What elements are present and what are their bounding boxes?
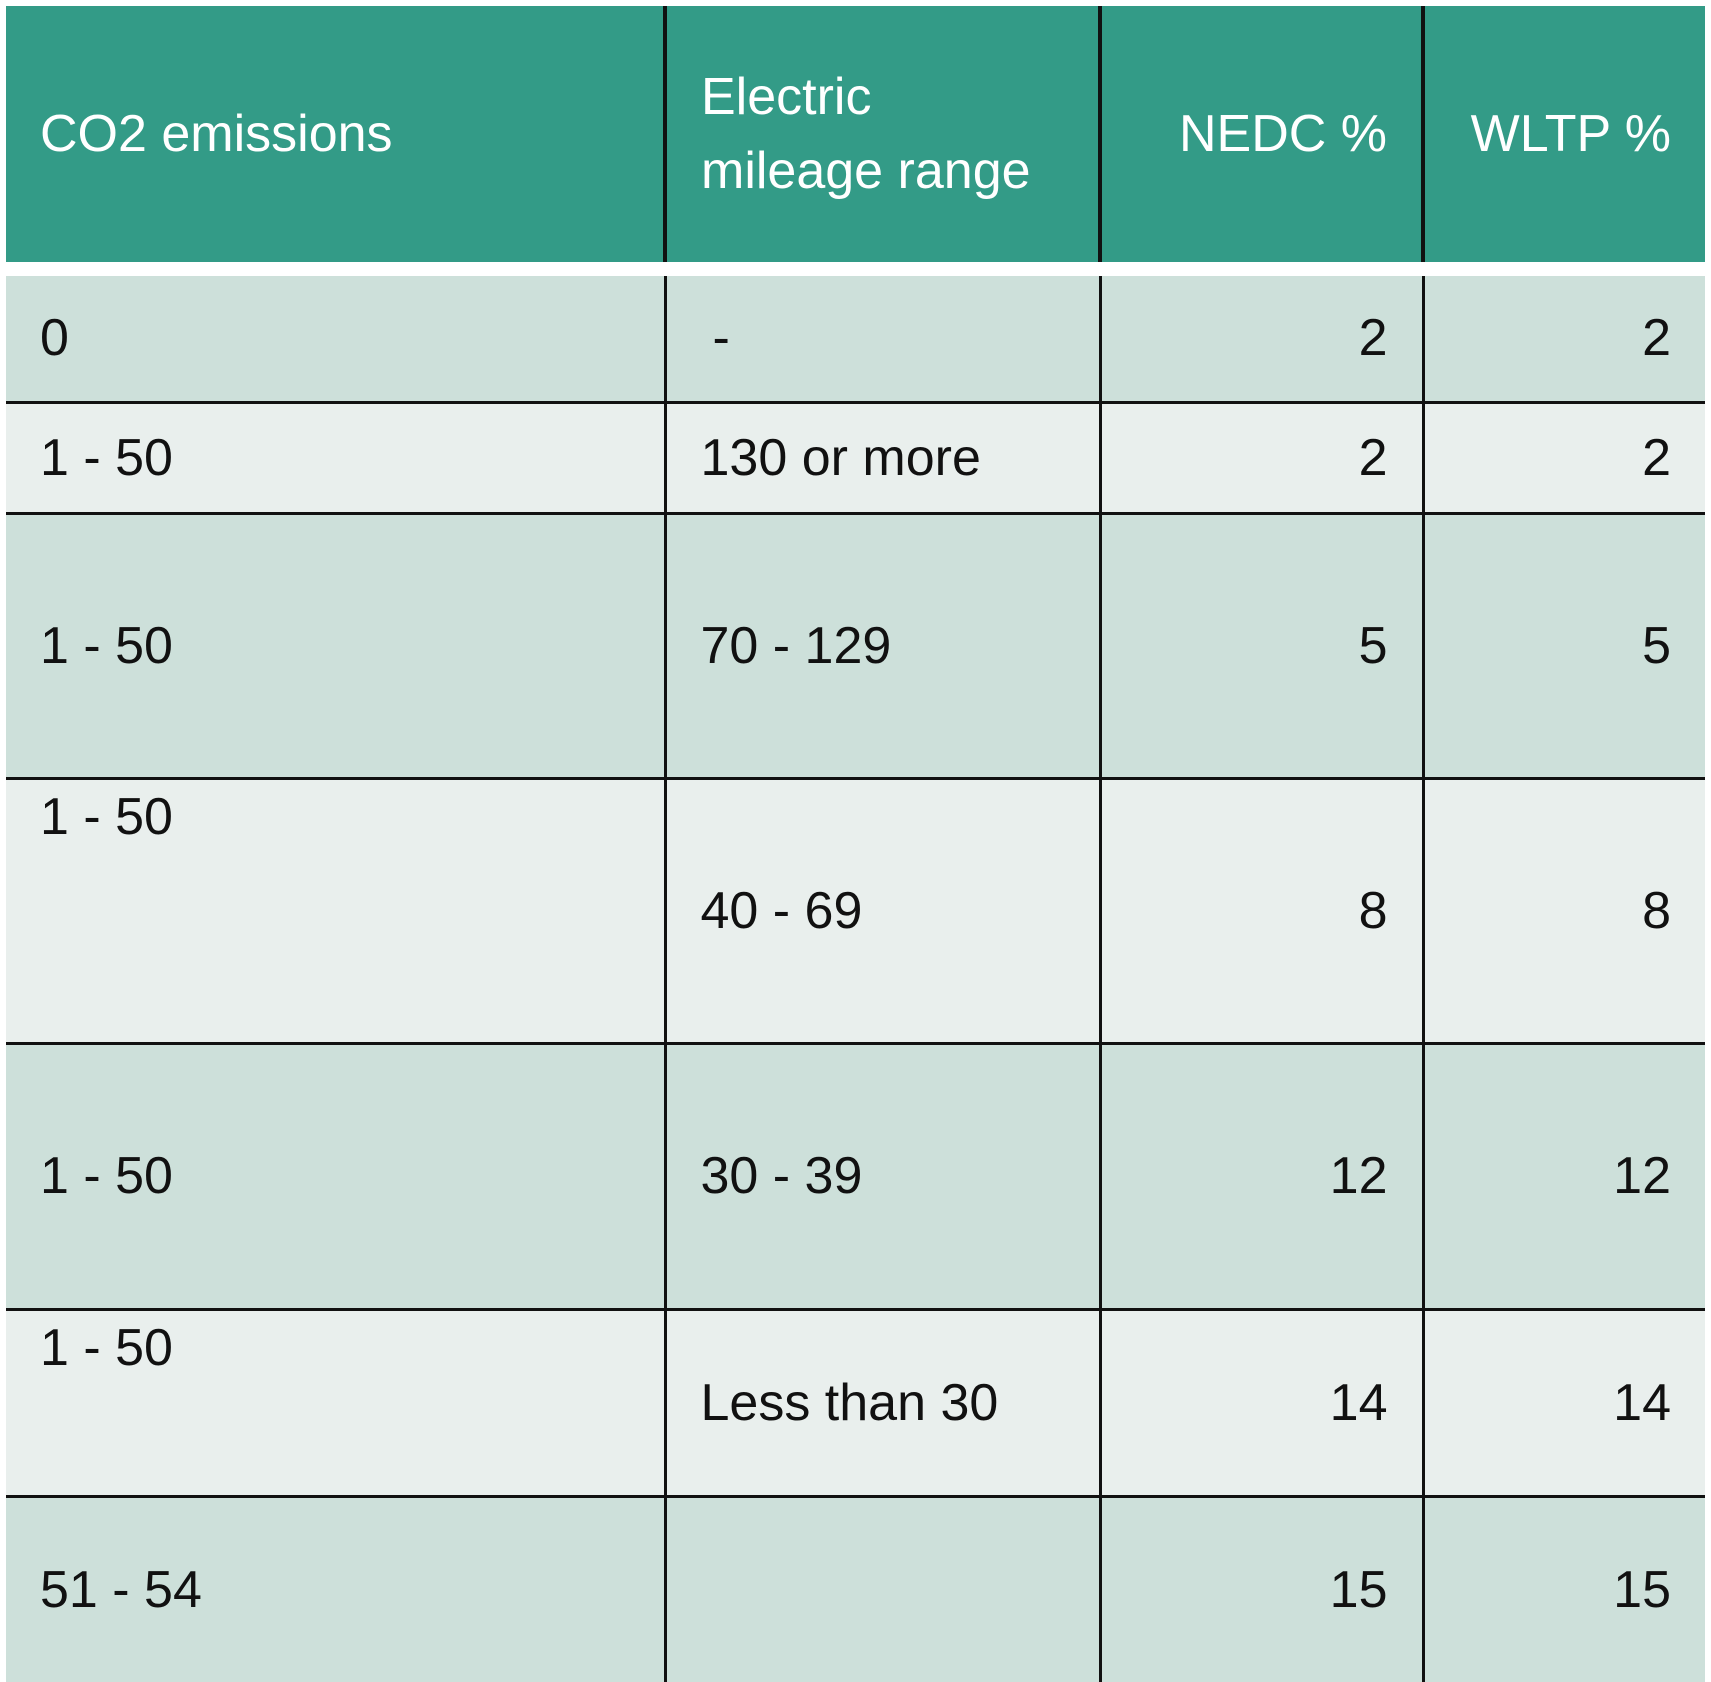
cell-range: - xyxy=(663,276,1100,402)
cell-range: 40 - 69 xyxy=(663,776,1100,1043)
cell-wltp: 2 xyxy=(1421,276,1705,402)
header-separator xyxy=(6,262,1705,276)
header-wltp-percent: WLTP % xyxy=(1421,6,1705,262)
cell-nedc: 14 xyxy=(1098,1307,1423,1496)
cell-nedc: 12 xyxy=(1098,1041,1423,1309)
cell-co2: 1 - 50 xyxy=(6,776,665,1043)
header-electric-mileage-range: Electric mileage range xyxy=(663,6,1100,262)
header-nedc-percent: NEDC % xyxy=(1098,6,1423,262)
cell-wltp: 2 xyxy=(1421,400,1705,513)
cell-co2: 0 xyxy=(6,276,665,402)
cell-co2: 1 - 50 xyxy=(6,400,665,513)
cell-wltp: 8 xyxy=(1421,776,1705,1043)
table-row: 51 - 54 15 15 xyxy=(6,1494,1705,1682)
cell-wltp: 5 xyxy=(1421,511,1705,778)
cell-wltp: 14 xyxy=(1421,1307,1705,1496)
table-row: 0 - 2 2 xyxy=(6,276,1705,402)
table-row: 1 - 50 Less than 30 14 14 xyxy=(6,1307,1705,1496)
table-row: 1 - 50 130 or more 2 2 xyxy=(6,400,1705,513)
cell-range: Less than 30 xyxy=(663,1307,1100,1496)
cell-nedc: 5 xyxy=(1098,511,1423,778)
table-body: 0 - 2 2 1 - 50 130 or more 2 2 1 - 50 70… xyxy=(6,262,1705,1682)
header-row: CO2 emissions Electric mileage range NED… xyxy=(6,6,1705,262)
benefit-in-kind-rates-table: CO2 emissions Electric mileage range NED… xyxy=(6,6,1705,1682)
table-row: 1 - 50 70 - 129 5 5 xyxy=(6,511,1705,778)
cell-range: 130 or more xyxy=(663,400,1100,513)
cell-nedc: 15 xyxy=(1098,1494,1423,1682)
cell-range: 70 - 129 xyxy=(663,511,1100,778)
table-row: 1 - 50 30 - 39 12 12 xyxy=(6,1041,1705,1309)
cell-co2: 1 - 50 xyxy=(6,1307,665,1496)
cell-co2: 1 - 50 xyxy=(6,511,665,778)
cell-nedc: 2 xyxy=(1098,400,1423,513)
table-row: 1 - 50 40 - 69 8 8 xyxy=(6,776,1705,1043)
cell-co2: 51 - 54 xyxy=(6,1494,665,1682)
cell-wltp: 12 xyxy=(1421,1041,1705,1309)
cell-nedc: 2 xyxy=(1098,276,1423,402)
cell-co2: 1 - 50 xyxy=(6,1041,665,1309)
cell-wltp: 15 xyxy=(1421,1494,1705,1682)
cell-nedc: 8 xyxy=(1098,776,1423,1043)
header-co2-emissions: CO2 emissions xyxy=(6,6,665,262)
cell-range: 30 - 39 xyxy=(663,1041,1100,1309)
cell-range xyxy=(663,1494,1100,1682)
table-header: CO2 emissions Electric mileage range NED… xyxy=(6,6,1705,262)
